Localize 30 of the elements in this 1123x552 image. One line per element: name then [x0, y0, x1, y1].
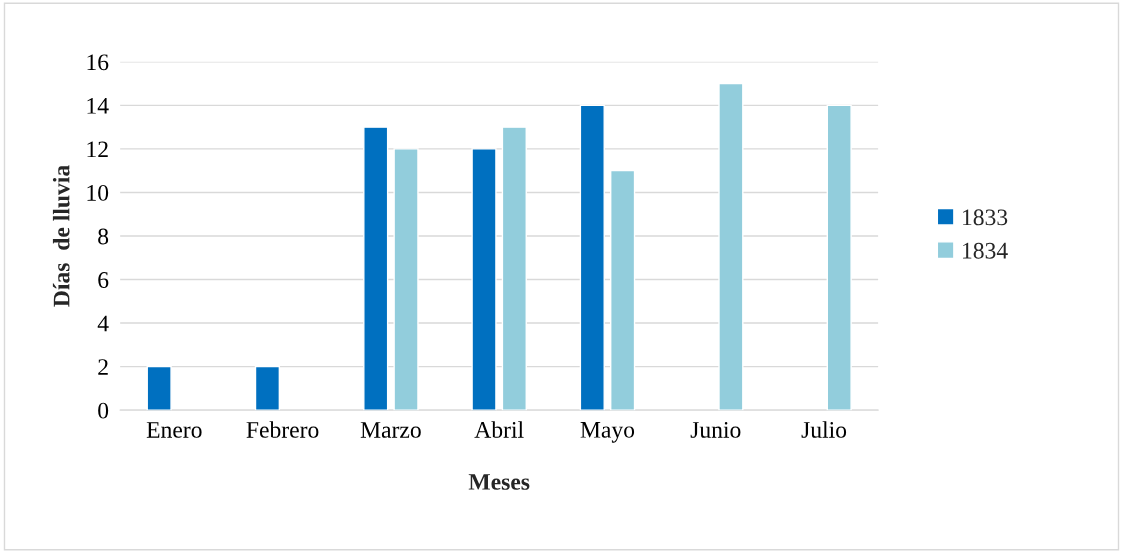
y-tick-label: 16: [87, 54, 109, 71]
x-tick-label: Enero: [146, 422, 202, 438]
y-tick-label: 0: [98, 402, 109, 419]
bar: [718, 82, 744, 411]
legend-label: 1834: [963, 242, 1008, 259]
legend-label: 1833: [963, 209, 1008, 226]
x-axis-title: Meses: [468, 474, 530, 490]
bar: [393, 148, 419, 411]
bar: [471, 148, 497, 411]
y-tick-label: 6: [98, 272, 109, 288]
y-tick-label: 8: [98, 228, 109, 245]
y-tick-label: 12: [87, 141, 108, 158]
x-tick-label: Mayo: [580, 422, 635, 443]
y-tick-label: 4: [97, 315, 109, 332]
y-axis-title: Días de lluvia: [52, 165, 70, 307]
bar: [501, 126, 527, 411]
bar: [146, 365, 172, 411]
x-tick-label: Julio: [801, 421, 847, 438]
x-tick-label: Marzo: [360, 422, 421, 438]
x-tick-label: Junio: [690, 422, 741, 438]
y-tick-label: 14: [87, 97, 109, 114]
bar: [826, 104, 852, 411]
y-tick-label: 10: [87, 184, 109, 201]
bar: [579, 104, 605, 411]
bar: [610, 169, 636, 411]
bar: [363, 126, 389, 411]
x-tick-label: Abril: [474, 421, 524, 438]
x-tick-label: Febrero: [246, 421, 319, 438]
y-tick-label: 2: [98, 359, 108, 375]
bar: [254, 365, 281, 411]
